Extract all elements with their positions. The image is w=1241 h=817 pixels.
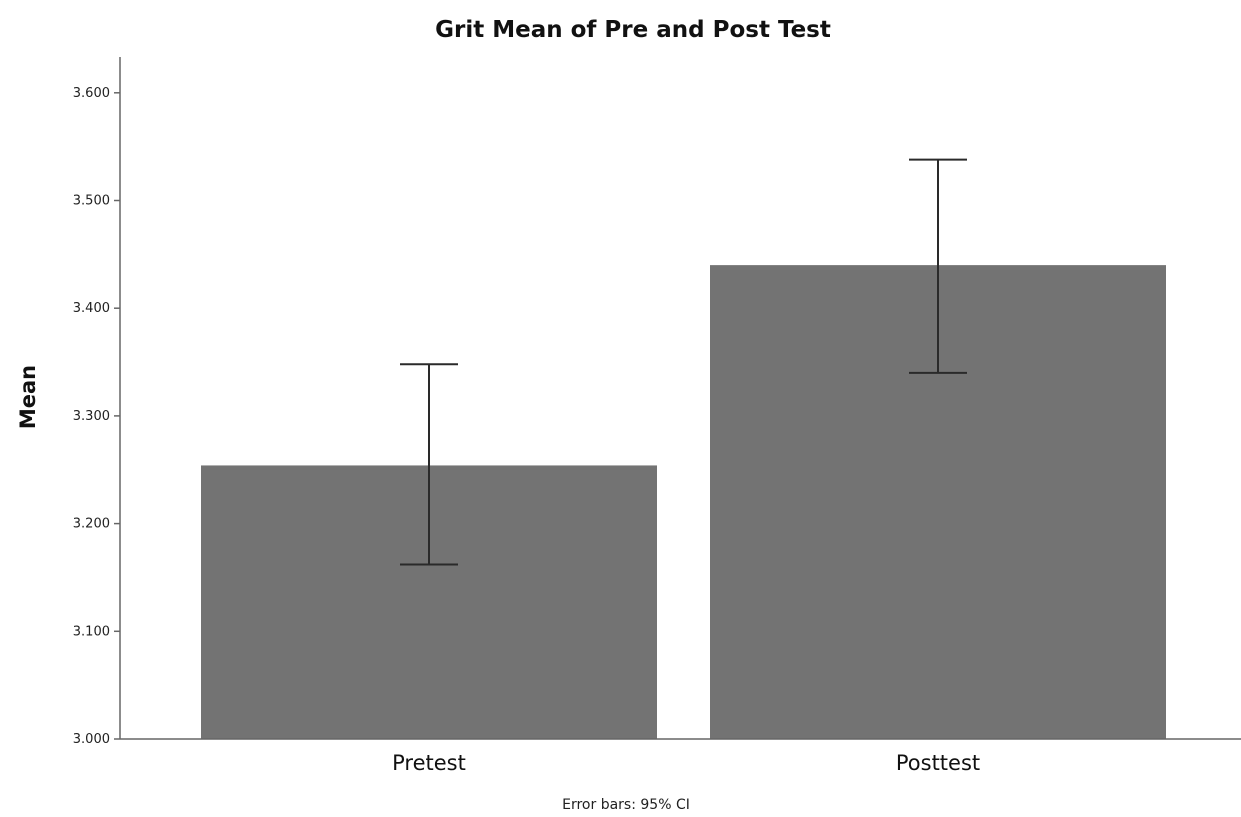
y-tick-label: 3.600	[73, 86, 110, 101]
chart-title: Grit Mean of Pre and Post Test	[435, 17, 831, 43]
plot-area	[201, 160, 1166, 739]
y-tick-label: 3.400	[73, 301, 110, 316]
error-bars-footnote: Error bars: 95% CI	[562, 797, 690, 813]
y-tick-label: 3.500	[73, 194, 110, 209]
y-tick-label: 3.100	[73, 624, 110, 639]
x-category-label: Posttest	[896, 751, 980, 775]
y-tick-label: 3.000	[73, 732, 110, 747]
x-category-label: Pretest	[392, 751, 466, 775]
y-tick-label: 3.200	[73, 517, 110, 532]
y-tick-label: 3.300	[73, 409, 110, 424]
x-axis-labels: Pretest Posttest	[392, 751, 980, 775]
y-axis-ticks: 3.000 3.100 3.200 3.300 3.400 3.500 3.600	[73, 86, 120, 747]
y-axis-title: Mean	[16, 365, 40, 429]
